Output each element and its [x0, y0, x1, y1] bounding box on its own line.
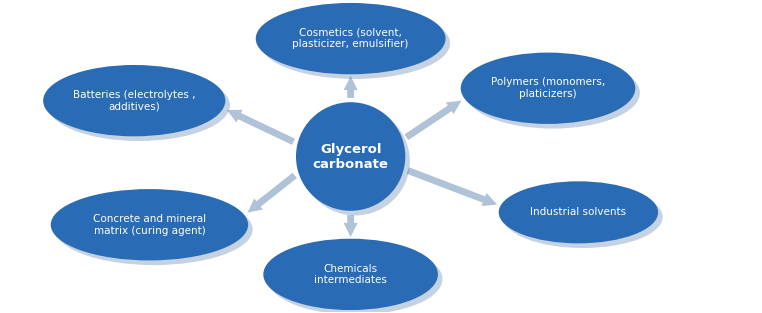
Text: Batteries (electrolytes ,
additives): Batteries (electrolytes , additives): [73, 90, 196, 111]
Ellipse shape: [56, 194, 253, 265]
Text: Polymers (monomers,
platicizers): Polymers (monomers, platicizers): [491, 77, 605, 99]
Text: Cosmetics (solvent,
plasticizer, emulsifier): Cosmetics (solvent, plasticizer, emulsif…: [293, 28, 409, 49]
Ellipse shape: [300, 107, 410, 215]
Text: Concrete and mineral
matrix (curing agent): Concrete and mineral matrix (curing agen…: [93, 214, 206, 236]
Text: Glycerol
carbonate: Glycerol carbonate: [312, 142, 389, 171]
Text: Industrial solvents: Industrial solvents: [530, 207, 626, 217]
Ellipse shape: [268, 244, 443, 313]
Polygon shape: [405, 100, 462, 140]
Ellipse shape: [461, 53, 636, 124]
Polygon shape: [344, 76, 357, 98]
Ellipse shape: [296, 102, 405, 211]
Ellipse shape: [261, 8, 450, 79]
Ellipse shape: [256, 3, 446, 74]
Ellipse shape: [466, 57, 640, 129]
Polygon shape: [407, 167, 497, 206]
Ellipse shape: [51, 189, 248, 260]
Polygon shape: [248, 173, 297, 213]
Ellipse shape: [43, 65, 226, 136]
Polygon shape: [344, 215, 357, 237]
Ellipse shape: [503, 186, 663, 248]
Polygon shape: [227, 110, 295, 145]
Text: Chemicals
intermediates: Chemicals intermediates: [314, 264, 387, 285]
Ellipse shape: [498, 181, 658, 244]
Ellipse shape: [264, 239, 438, 310]
Ellipse shape: [48, 69, 230, 141]
